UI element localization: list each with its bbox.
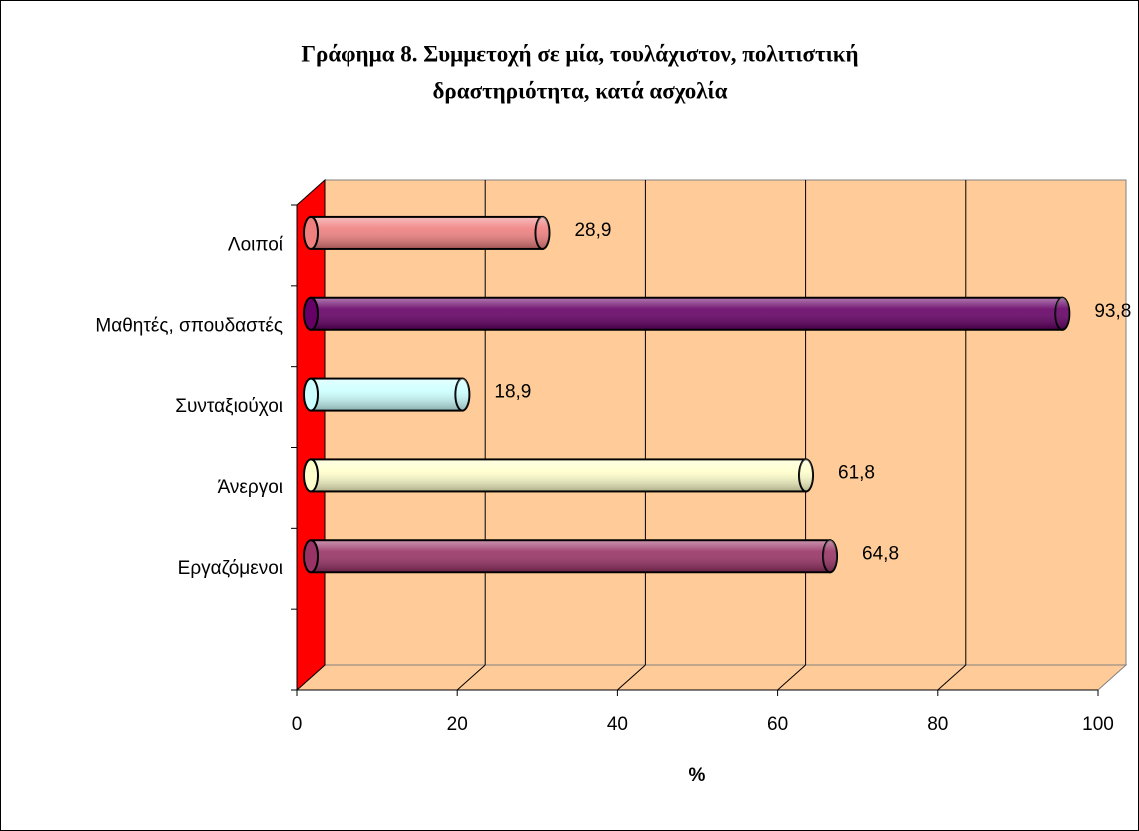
bar-cap <box>303 296 319 331</box>
floor <box>295 664 1128 691</box>
x-tick-label: 100 <box>1082 714 1114 735</box>
bar-shade <box>311 298 1063 329</box>
bar-cap-shade <box>823 540 838 573</box>
x-tick-label: 0 <box>292 714 303 735</box>
x-tick-label: 20 <box>447 714 468 735</box>
bar-shade <box>311 217 543 248</box>
bar <box>303 377 471 412</box>
value-label: 93,8 <box>1094 301 1131 322</box>
value-label: 64,8 <box>862 543 899 564</box>
x-tick-label: 40 <box>607 714 628 735</box>
chart-title: δραστηριότητα, κατά ασχολία <box>432 78 727 103</box>
y-tick-label: Εργαζόμενοι <box>178 558 283 579</box>
bar <box>303 296 1071 331</box>
bar-cap-shade <box>1055 297 1070 330</box>
bar-shade <box>311 460 807 491</box>
back-wall <box>324 179 1127 666</box>
x-tick-label: 80 <box>927 714 948 735</box>
x-tick-label: 60 <box>767 714 788 735</box>
bar-cap-shade <box>535 216 550 249</box>
bar-cap <box>303 539 319 574</box>
bar <box>303 539 839 574</box>
bar-cap <box>303 215 319 250</box>
y-tick-label: Μαθητές, σπουδαστές <box>95 315 283 336</box>
bar-cap <box>303 458 319 493</box>
grid-line <box>617 664 646 691</box>
y-tick-label: Λοιποί <box>228 234 284 255</box>
value-label: 28,9 <box>574 220 611 241</box>
bar-cap-shade <box>799 459 814 492</box>
side-wall <box>296 178 326 692</box>
grid-line <box>937 664 967 691</box>
bar-shade <box>311 541 831 572</box>
chart-title: Γράφημα 8. Συμμετοχή σε μία, τουλάχιστον… <box>301 41 858 66</box>
x-axis-label: % <box>689 765 706 786</box>
bar <box>303 215 551 250</box>
grid-line <box>777 664 806 691</box>
value-label: 18,9 <box>494 382 531 403</box>
bar-cap-shade <box>455 378 470 411</box>
grid-line <box>456 664 486 691</box>
bar <box>303 458 815 493</box>
bar-shade <box>311 379 463 410</box>
y-tick-label: Συνταξιούχοι <box>175 396 283 417</box>
y-tick-label: Άνεργοι <box>218 477 283 498</box>
bar-cap <box>303 377 319 412</box>
value-label: 61,8 <box>838 462 875 483</box>
